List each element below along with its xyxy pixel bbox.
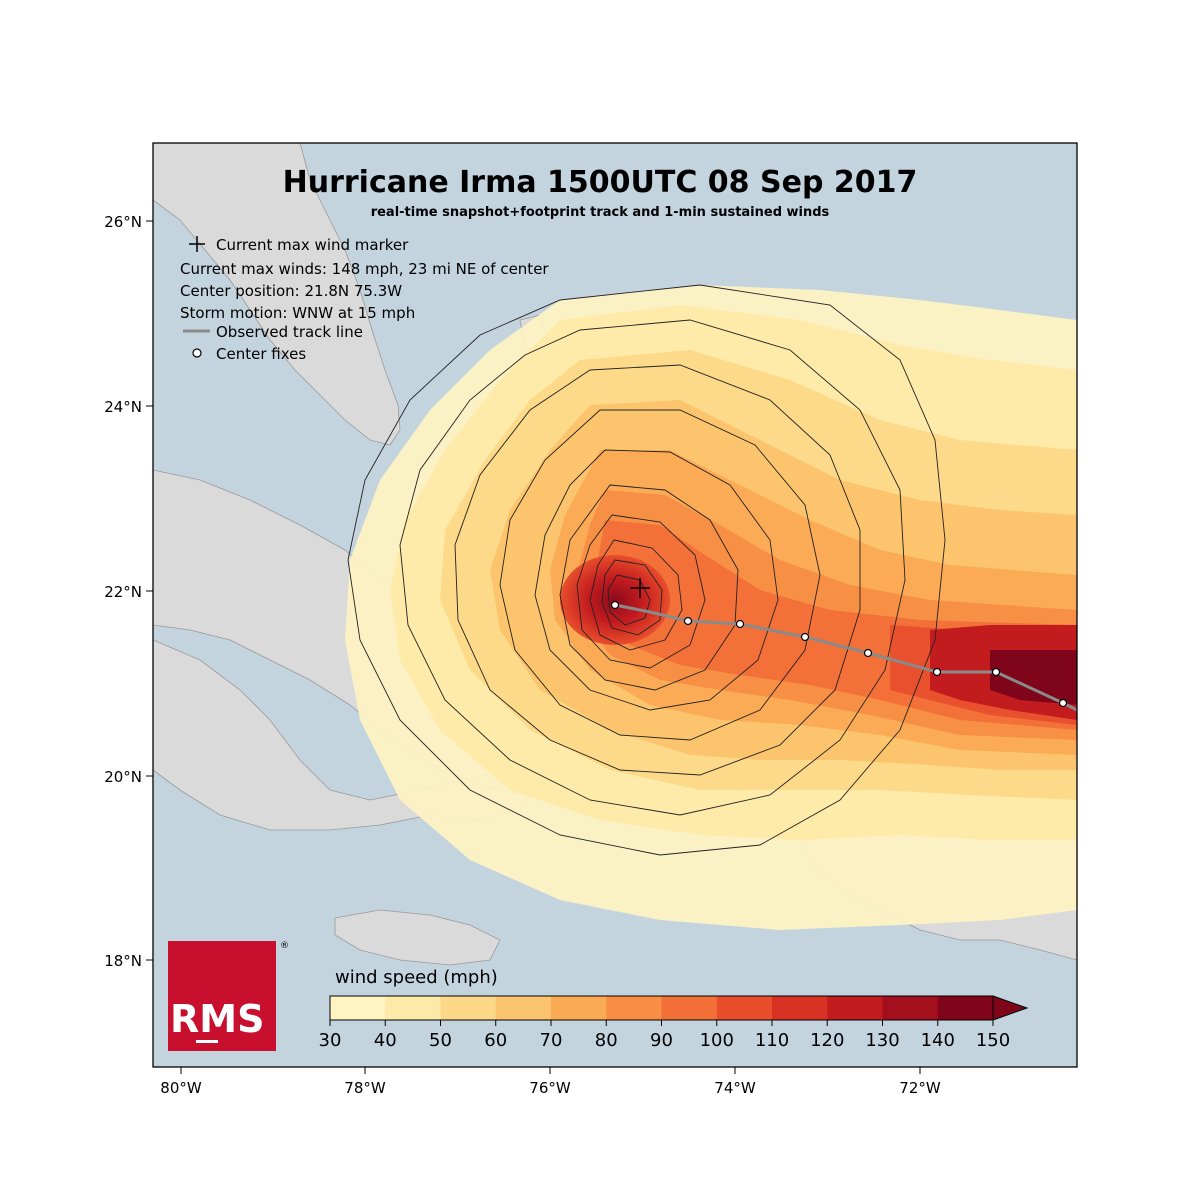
legend-track-line: Observed track line [216, 323, 363, 341]
colorbar-tick-label: 70 [540, 1030, 563, 1051]
center-fix [1058, 698, 1068, 708]
rms-logo: RMS ® [168, 941, 289, 1051]
rms-logo-text: RMS [170, 997, 264, 1041]
contour-line [347, 284, 946, 856]
legend-center-position: Center position: 21.8N 75.3W [180, 282, 402, 300]
colorbar-segment [716, 996, 773, 1020]
map-area: Current max wind marker Current max wind… [153, 143, 1077, 1067]
colorbar-segment [882, 996, 939, 1020]
track-line [614, 603, 1077, 712]
colorbar-tick-label: 90 [650, 1030, 673, 1051]
colorbar-tick-label: 150 [976, 1030, 1010, 1051]
x-tick-label: 80°W [160, 1079, 202, 1097]
center-fix [683, 616, 693, 626]
contour-line [601, 559, 663, 636]
contour-line [607, 574, 651, 626]
x-tick-label: 76°W [529, 1079, 571, 1097]
colorbar-segment [661, 996, 718, 1020]
y-tick-label: 26°N [104, 213, 142, 231]
center-fix [800, 632, 810, 642]
colorbar-tick-label: 50 [429, 1030, 452, 1051]
colorbar-segment [440, 996, 497, 1020]
swath-band-140 [990, 650, 1077, 705]
colorbar-segments [330, 996, 994, 1020]
colorbar-segment [827, 996, 883, 1020]
wind-contours [347, 284, 946, 856]
y-tick-label: 20°N [104, 768, 142, 786]
colorbar-label: wind speed (mph) [335, 967, 498, 988]
colorbar-tick-label: 130 [865, 1030, 899, 1051]
legend-storm-motion: Storm motion: WNW at 15 mph [180, 304, 415, 322]
map-title: Hurricane Irma 1500UTC 08 Sep 2017 [283, 165, 918, 200]
rms-logo-registered: ® [280, 941, 289, 951]
y-axis: 18°N 20°N 22°N 24°N 26°N [104, 213, 153, 970]
legend-cross-icon [189, 236, 205, 252]
legend: Current max wind marker Current max wind… [180, 236, 549, 363]
center-fixes [610, 600, 1068, 708]
y-tick-label: 24°N [104, 398, 142, 416]
contour-line [454, 364, 861, 776]
colorbar-segment [772, 996, 828, 1020]
colorbar-segment [937, 996, 994, 1020]
center-fix [991, 667, 1001, 677]
contour-line [534, 449, 779, 711]
legend-center-fixes: Center fixes [216, 345, 306, 363]
colorbar-tick-label: 40 [374, 1030, 397, 1051]
center-fix [735, 619, 745, 629]
colorbar-tick-label: 140 [921, 1030, 955, 1051]
contour-line [499, 409, 821, 741]
x-tick-label: 72°W [899, 1079, 941, 1097]
x-tick-label: 78°W [344, 1079, 386, 1097]
colorbar-tick-label: 30 [319, 1030, 342, 1051]
colorbar-tick-label: 100 [700, 1030, 734, 1051]
contour-line [399, 319, 906, 816]
colorbar: wind speed (mph) 30 40 50 60 70 80 90 100 110 120… [319, 967, 1029, 1051]
jamaica-land [334, 909, 501, 966]
x-axis: 80°W 78°W 76°W 74°W 72°W [160, 1067, 941, 1097]
x-tick-label: 74°W [714, 1079, 756, 1097]
contour-line [559, 484, 739, 691]
legend-max-wind-marker: Current max wind marker [216, 236, 409, 254]
contour-line [576, 514, 706, 669]
y-tick-label: 22°N [104, 583, 142, 601]
center-fix [932, 667, 942, 677]
rms-logo-underline [196, 1040, 218, 1043]
colorbar-segment [606, 996, 662, 1020]
colorbar-tick-label: 120 [810, 1030, 844, 1051]
colorbar-segment [551, 996, 607, 1020]
legend-current-max-winds: Current max winds: 148 mph, 23 mi NE of … [180, 260, 549, 278]
contour-line [589, 539, 683, 651]
swath-core [560, 555, 670, 645]
center-fix [863, 648, 873, 658]
colorbar-tick-label: 60 [484, 1030, 507, 1051]
colorbar-tick-label: 80 [595, 1030, 618, 1051]
legend-center-fix-icon [192, 348, 202, 358]
colorbar-ticks: 30 40 50 60 70 80 90 100 110 120 130 140 150 [319, 1020, 1010, 1051]
map-subtitle: real-time snapshot+footprint track and 1… [371, 205, 830, 220]
florida-land [153, 143, 401, 446]
rms-logo-box [168, 941, 276, 1051]
colorbar-tick-label: 110 [755, 1030, 789, 1051]
center-fix [610, 600, 620, 610]
colorbar-segment [330, 996, 386, 1020]
colorbar-segment [385, 996, 441, 1020]
colorbar-segment [495, 996, 552, 1020]
max-wind-marker [630, 578, 650, 598]
y-tick-label: 18°N [104, 952, 142, 970]
map-frame [152, 142, 1078, 1068]
